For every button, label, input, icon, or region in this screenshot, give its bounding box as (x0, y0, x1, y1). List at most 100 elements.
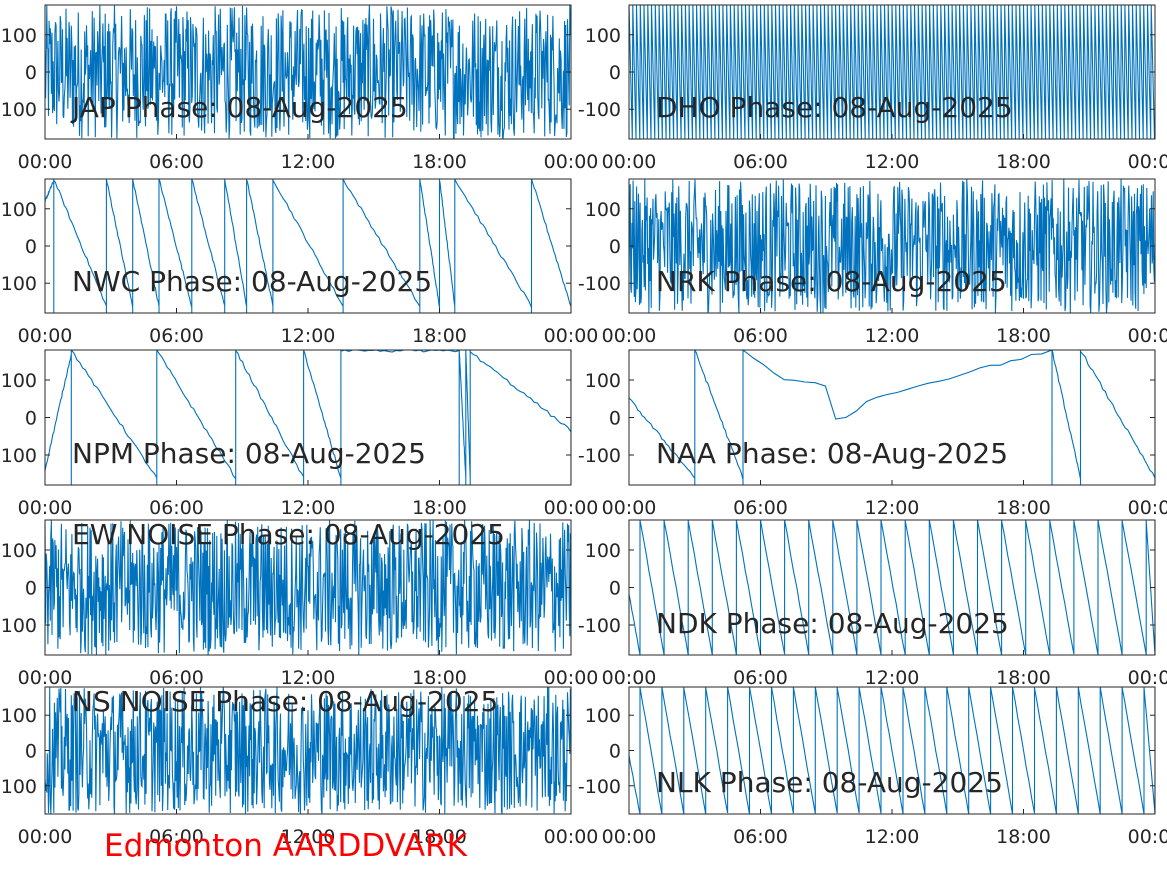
y-tick-label: 100 (1, 273, 37, 295)
x-tick-label: 12:00 (281, 325, 336, 347)
x-tick-label: 12:00 (865, 826, 920, 848)
subplot-jap: 100 0 100 00:00 06:00 12:00 18:00 00:00 JAP Phas… (1, 4, 599, 173)
y-tick-label: 100 (585, 199, 621, 221)
y-tick-label: 100 (1, 25, 37, 47)
y-tick-label: 0 (609, 236, 621, 258)
series-line (629, 520, 1155, 655)
y-tick-label: 100 (1, 199, 37, 221)
plot-title: NPM Phase: 08-Aug-2025 (72, 437, 426, 470)
x-tick-label: 12:00 (281, 826, 336, 848)
series-line (629, 179, 1155, 313)
subplot-ns-noise: 100 0 100 00:00 06:00 12:00 18:00 00:00 NS NOISE… (1, 685, 599, 848)
y-tick-label: -100 (578, 99, 621, 121)
plot-title: NS NOISE Phase: 08-Aug-2025 (72, 685, 498, 718)
x-tick-label: 18:00 (412, 151, 467, 173)
subplot-npm: 100 0 100 00:00 06:00 12:00 18:00 00:00 NPM Phas… (1, 349, 599, 519)
y-tick-label: 0 (609, 741, 621, 763)
x-tick-label: 06:00 (733, 826, 788, 848)
x-tick-label: 00:00 (602, 497, 657, 519)
x-tick-label: 00:00 (18, 325, 73, 347)
footer-title: Edmonton AARDDVARK (104, 828, 468, 864)
x-tick-label: 00:00 (1128, 325, 1167, 347)
series-line (45, 350, 571, 485)
x-tick-label: 12:00 (865, 325, 920, 347)
plot-title: DHO Phase: 08-Aug-2025 (656, 91, 1013, 124)
plot-title: NRK Phase: 08-Aug-2025 (656, 265, 1007, 298)
subplot-naa: 100 0 -100 00:00 06:00 12:00 18:00 00:00 NAA Pha… (578, 349, 1167, 519)
x-tick-label: 12:00 (281, 497, 336, 519)
x-tick-label: 18:00 (412, 497, 467, 519)
x-tick-label: 00:00 (544, 497, 599, 519)
x-tick-label: 00:00 (544, 325, 599, 347)
y-tick-label: 100 (585, 540, 621, 562)
x-tick-label: 06:00 (149, 667, 204, 689)
x-tick-label: 06:00 (149, 151, 204, 173)
x-tick-label: 12:00 (865, 151, 920, 173)
x-tick-label: 18:00 (412, 325, 467, 347)
y-tick-label: 0 (609, 578, 621, 600)
plot-title: NAA Phase: 08-Aug-2025 (656, 437, 1008, 470)
y-tick-label: 0 (609, 408, 621, 430)
plot-title: JAP Phase: 08-Aug-2025 (70, 91, 408, 124)
x-tick-label: 18:00 (996, 667, 1051, 689)
y-tick-label: -100 (578, 615, 621, 637)
x-tick-label: 00:00 (1128, 826, 1167, 848)
x-tick-label: 00:00 (602, 826, 657, 848)
series-line (629, 5, 1155, 139)
x-tick-label: 06:00 (733, 151, 788, 173)
subplot-nlk: 100 0 -100 00:00 06:00 12:00 18:00 00:00 NLK Pha… (578, 686, 1167, 848)
y-tick-label: 100 (585, 705, 621, 727)
y-tick-label: 100 (1, 615, 37, 637)
series-line (629, 350, 1155, 485)
series-line (45, 5, 571, 139)
series-line (629, 687, 1155, 814)
x-tick-label: 06:00 (149, 497, 204, 519)
x-tick-label: 00:00 (602, 325, 657, 347)
y-tick-label: 100 (1, 776, 37, 798)
series-line (45, 687, 571, 814)
y-tick-label: -100 (578, 776, 621, 798)
y-tick-label: 100 (585, 370, 621, 392)
plot-title: NDK Phase: 08-Aug-2025 (656, 607, 1009, 640)
x-tick-label: 00:00 (1128, 497, 1167, 519)
x-tick-label: 12:00 (865, 497, 920, 519)
subplot-nwc: 100 0 100 00:00 06:00 12:00 18:00 00:00 NWC Phas… (1, 178, 599, 347)
x-tick-label: 12:00 (281, 667, 336, 689)
x-tick-label: 00:00 (1128, 151, 1167, 173)
x-tick-label: 06:00 (733, 497, 788, 519)
y-tick-label: -100 (578, 273, 621, 295)
x-tick-label: 18:00 (996, 325, 1051, 347)
x-tick-label: 12:00 (281, 151, 336, 173)
x-tick-label: 00:00 (18, 826, 73, 848)
x-tick-label: 00:00 (544, 151, 599, 173)
y-tick-label: 0 (25, 578, 37, 600)
x-tick-label: 00:00 (544, 826, 599, 848)
subplot-ndk: 100 0 -100 00:00 06:00 12:00 18:00 00:00 NDK Pha… (578, 519, 1167, 689)
subplot-dho: 100 0 -100 00:00 06:00 12:00 18:00 00:00 DHO Pha… (578, 4, 1167, 173)
x-tick-label: 00:00 (18, 667, 73, 689)
y-tick-label: 0 (25, 408, 37, 430)
x-tick-label: 18:00 (996, 497, 1051, 519)
series-line (45, 520, 571, 655)
y-tick-label: 0 (25, 741, 37, 763)
y-tick-label: 100 (1, 445, 37, 467)
y-tick-label: 100 (585, 25, 621, 47)
subplot-nrk: 100 0 -100 00:00 06:00 12:00 18:00 00:00 NRK Pha… (578, 178, 1167, 347)
x-tick-label: 06:00 (149, 325, 204, 347)
y-tick-label: 0 (25, 236, 37, 258)
x-tick-label: 06:00 (733, 667, 788, 689)
x-tick-label: 18:00 (996, 151, 1051, 173)
plot-title: NLK Phase: 08-Aug-2025 (656, 766, 1003, 799)
x-tick-label: 00:00 (18, 151, 73, 173)
x-tick-label: 00:00 (544, 667, 599, 689)
y-tick-label: 100 (1, 370, 37, 392)
y-tick-label: 100 (1, 540, 37, 562)
x-tick-label: 00:00 (18, 497, 73, 519)
x-tick-label: 06:00 (733, 325, 788, 347)
x-tick-label: 00:00 (1128, 667, 1167, 689)
y-tick-label: 0 (25, 62, 37, 84)
x-tick-label: 18:00 (412, 667, 467, 689)
x-tick-label: 00:00 (602, 667, 657, 689)
x-tick-label: 18:00 (996, 826, 1051, 848)
y-tick-label: 0 (609, 62, 621, 84)
